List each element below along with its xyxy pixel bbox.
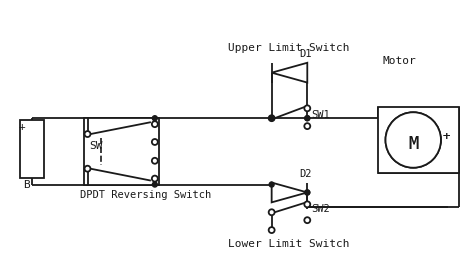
- Circle shape: [269, 115, 274, 121]
- Text: +: +: [18, 122, 25, 132]
- Circle shape: [269, 209, 274, 215]
- Text: M: M: [408, 135, 418, 153]
- Text: SW1: SW1: [311, 110, 330, 120]
- Text: DPDT Reversing Switch: DPDT Reversing Switch: [80, 190, 211, 200]
- Text: D1: D1: [300, 49, 312, 59]
- Circle shape: [269, 182, 274, 187]
- Circle shape: [152, 139, 158, 145]
- Circle shape: [304, 217, 310, 223]
- Text: Lower Limit Switch: Lower Limit Switch: [228, 239, 350, 249]
- Circle shape: [152, 116, 157, 121]
- Text: B: B: [23, 180, 30, 190]
- Polygon shape: [272, 63, 307, 83]
- Circle shape: [305, 116, 310, 121]
- Polygon shape: [272, 183, 307, 202]
- Text: +: +: [443, 130, 450, 143]
- Circle shape: [385, 112, 441, 168]
- Circle shape: [152, 176, 158, 182]
- Text: Motor: Motor: [383, 56, 416, 66]
- Bar: [83, 118, 159, 185]
- Text: Upper Limit Switch: Upper Limit Switch: [228, 43, 350, 53]
- Bar: [20, 120, 44, 178]
- Circle shape: [385, 112, 441, 168]
- Text: SW2: SW2: [311, 204, 330, 214]
- Circle shape: [304, 201, 310, 207]
- Text: M: M: [408, 135, 418, 153]
- Circle shape: [152, 158, 158, 164]
- Text: +: +: [443, 130, 450, 143]
- Circle shape: [152, 121, 158, 127]
- Circle shape: [304, 105, 310, 111]
- Circle shape: [304, 123, 310, 129]
- Circle shape: [152, 182, 157, 187]
- Circle shape: [84, 131, 91, 137]
- Circle shape: [305, 116, 310, 121]
- Bar: [378, 107, 459, 173]
- Circle shape: [305, 190, 310, 195]
- Circle shape: [269, 116, 274, 121]
- Text: SW: SW: [90, 142, 103, 152]
- Circle shape: [305, 190, 310, 195]
- Text: D2: D2: [300, 168, 312, 178]
- Circle shape: [269, 227, 274, 233]
- Circle shape: [84, 166, 91, 172]
